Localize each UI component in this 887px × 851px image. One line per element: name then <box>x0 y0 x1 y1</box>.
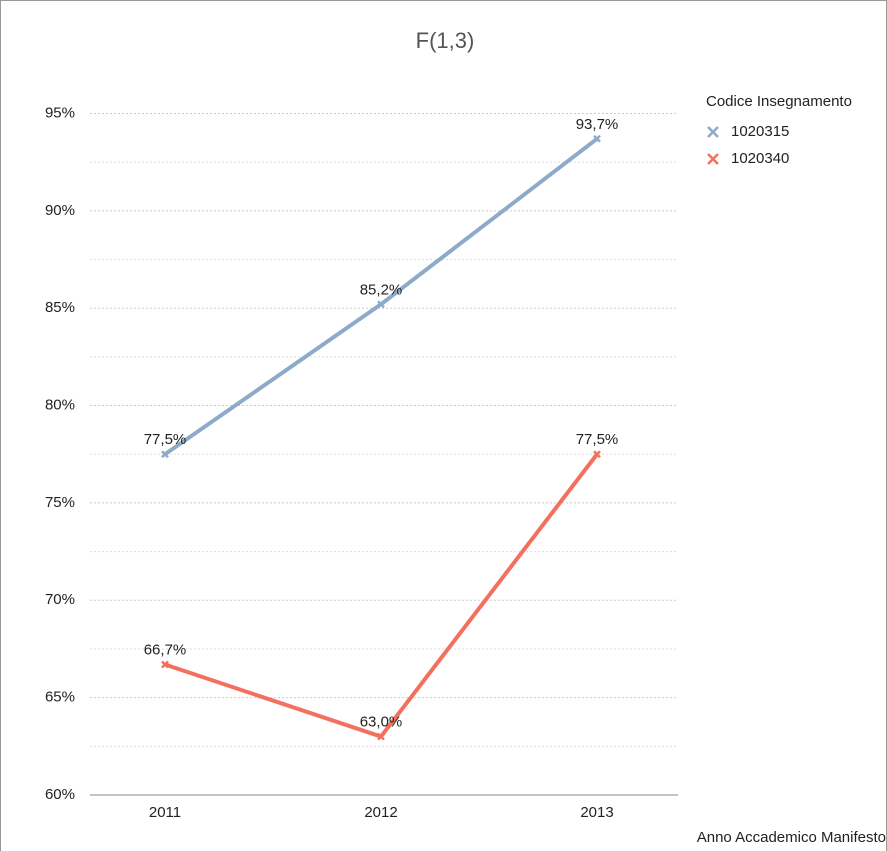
data-label: 77,5% <box>576 431 619 448</box>
data-label: 66,7% <box>144 642 187 659</box>
y-tick-label: 80% <box>45 397 75 414</box>
y-tick-label: 90% <box>45 202 75 219</box>
x-tick-label: 2012 <box>364 804 397 821</box>
series-line <box>164 453 599 739</box>
y-tick-label: 65% <box>45 689 75 706</box>
legend-label: 1020340 <box>731 150 789 167</box>
data-label: 77,5% <box>144 431 187 448</box>
point-marker <box>161 450 169 459</box>
data-label: 85,2% <box>360 281 403 298</box>
y-tick-label: 60% <box>45 786 75 803</box>
legend-marker <box>707 153 719 165</box>
x-tick-label: 2013 <box>580 804 613 821</box>
point-marker <box>377 732 385 741</box>
y-tick-label: 70% <box>45 591 75 608</box>
point-marker <box>161 660 169 669</box>
point-marker <box>593 450 601 459</box>
y-tick-label: 75% <box>45 494 75 511</box>
data-label: 93,7% <box>576 116 619 133</box>
y-tick-label: 95% <box>45 104 75 121</box>
y-tick-label: 85% <box>45 299 75 316</box>
legend-marker <box>707 126 719 138</box>
legend-title: Codice Insegnamento <box>706 93 852 110</box>
x-axis-title: Anno Accademico Manifesto <box>697 829 886 846</box>
legend-label: 1020315 <box>731 123 789 140</box>
point-marker <box>377 300 385 309</box>
x-tick-label: 2011 <box>149 804 181 821</box>
chart-title: F(1,3) <box>416 28 475 53</box>
data-label: 63,0% <box>360 714 403 731</box>
point-marker <box>593 134 601 143</box>
